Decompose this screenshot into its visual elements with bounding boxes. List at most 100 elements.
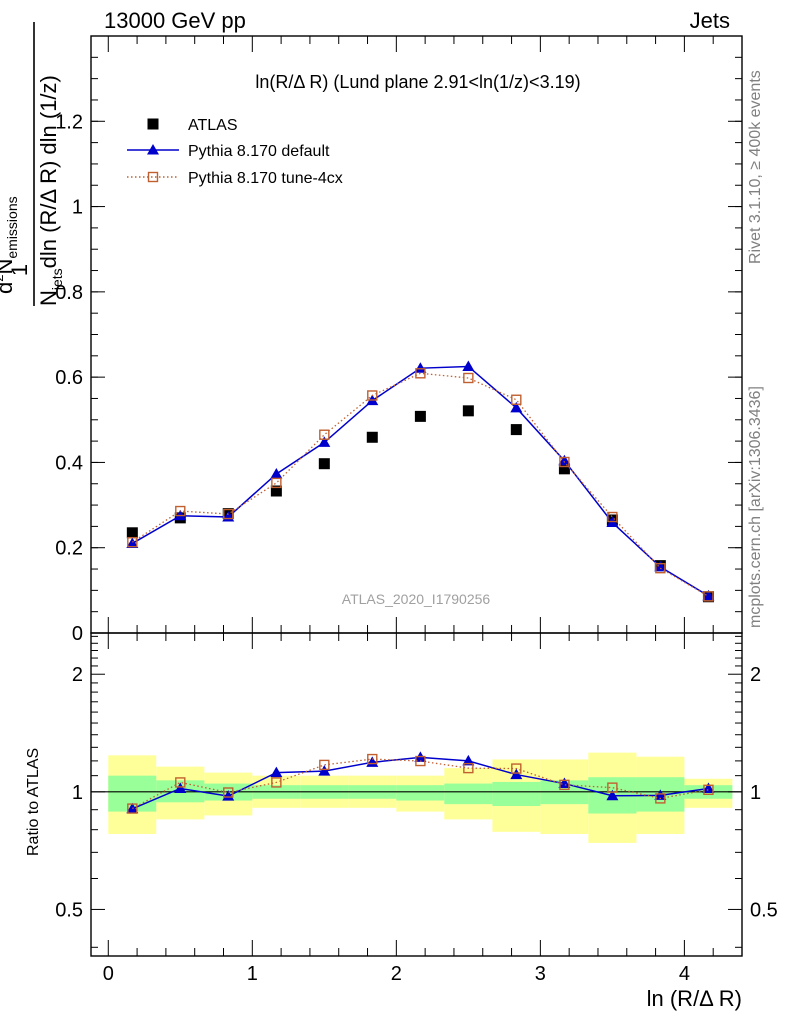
ratio-point (558, 777, 571, 789)
legend-label: ATLAS (188, 117, 238, 134)
data-point (270, 467, 283, 479)
ratio-ytick-label-right: 1 (750, 782, 761, 804)
header-right: Jets (689, 8, 730, 33)
ratio-point (415, 755, 426, 767)
main-ytick-label: 0.4 (55, 452, 83, 474)
band-inner (396, 785, 445, 801)
ratio-point (222, 790, 235, 801)
main-ytick-label: 0 (72, 623, 83, 645)
ylabel-den-rest: dln (R/Δ R) dln (1/z) (36, 75, 61, 268)
x-axis-label: ln (R/Δ R) (647, 986, 742, 1011)
data-point (270, 485, 282, 497)
xtick-label: 0 (103, 963, 114, 985)
data-point (510, 424, 522, 436)
mcplots-label: mcplots.cern.ch [arXiv:1306.3436] (747, 386, 764, 628)
data-point (559, 456, 570, 468)
ratio-point (127, 803, 138, 814)
main-ytick-label: 0.8 (55, 282, 83, 304)
ratio-ytick-label: 2 (72, 664, 83, 686)
ratio-point (606, 789, 619, 801)
ylabel-frac-num: 1 (7, 264, 32, 276)
ylabel-num-n: N (0, 259, 17, 275)
header-left: 13000 GeV pp (104, 8, 246, 33)
ratio-point (463, 762, 474, 774)
ratio-point (510, 768, 523, 780)
data-point (126, 537, 139, 548)
ratio-series-1 (127, 753, 714, 814)
ratio-point (703, 784, 714, 796)
series-2 (127, 368, 714, 602)
series-line (131, 365, 709, 597)
series-0 (126, 405, 714, 603)
data-point (558, 454, 571, 466)
main-y-axis-label: 1 Njetsdln (R/Δ R) dln (1/z) d2Nemission… (0, 22, 65, 306)
data-point (223, 508, 234, 520)
series-line (131, 372, 709, 597)
ratio-y-axis-label: Ratio to ATLAS (25, 748, 42, 856)
ratio-point (174, 782, 187, 793)
ylabel-num-sub: emissions (4, 196, 20, 258)
data-point (367, 390, 378, 401)
main-ytick-label: 1.2 (55, 111, 83, 133)
ratio-point (702, 782, 715, 793)
legend: ATLAS Pythia 8.170 default Pythia 8.170 tu… (127, 117, 343, 187)
data-point (175, 505, 186, 517)
xtick-label: 4 (679, 963, 690, 985)
ylabel-num-sup: 2 (0, 275, 6, 282)
ratio-point (655, 793, 666, 804)
ratio-point (607, 782, 618, 793)
data-point (366, 431, 378, 443)
legend-marker (147, 118, 159, 130)
main-ytick-label: 0.6 (55, 367, 83, 389)
chart-title: ln(R/Δ R) (Lund plane 2.91<ln(1/z)<3.19) (255, 72, 580, 92)
legend-marker (147, 144, 159, 155)
ratio-point (319, 759, 330, 771)
data-point (318, 458, 330, 470)
ratio-ytick-label: 1 (72, 782, 83, 804)
ratio-plot-frame (90, 632, 743, 957)
legend-label: Pythia 8.170 tune-4cx (188, 170, 343, 187)
ratio-point (511, 763, 522, 774)
legend-label: Pythia 8.170 default (188, 143, 330, 160)
data-point (655, 562, 666, 574)
ylabel-numerator: d2Nemissions (0, 196, 20, 294)
data-point (703, 591, 714, 602)
data-point (462, 405, 474, 417)
ratio-point (654, 789, 667, 800)
ratio-point (271, 777, 282, 788)
rivet-label: Rivet 3.1.10, ≥ 400k events (747, 70, 764, 264)
data-point (414, 362, 427, 373)
ratio-ytick-label-right: 0.5 (750, 899, 778, 921)
ratio-series-line (132, 758, 709, 810)
data-point (654, 560, 667, 572)
ratio-point (462, 754, 475, 766)
data-point (462, 360, 475, 371)
ratio-point (367, 753, 378, 765)
ratio-point (270, 766, 283, 778)
main-ytick-label: 1 (72, 197, 83, 219)
data-point (271, 477, 282, 489)
ratio-ytick-label-right: 2 (750, 664, 761, 686)
band-inner (492, 781, 541, 806)
main-ytick-label: 0.2 (55, 538, 83, 560)
data-point (463, 372, 474, 384)
ylabel-num-d: d (0, 282, 17, 294)
data-point (319, 429, 330, 440)
ratio-point (318, 765, 331, 776)
data-point (607, 511, 618, 523)
data-point (511, 394, 522, 405)
ylabel-denominator: Njetsdln (R/Δ R) dln (1/z) (36, 75, 65, 306)
xtick-label: 1 (247, 963, 258, 985)
ylabel-den-sub: jets (49, 268, 65, 291)
xtick-label: 2 (391, 963, 402, 985)
xtick-label: 3 (535, 963, 546, 985)
data-point (510, 401, 523, 413)
ratio-point (175, 777, 186, 788)
data-point (415, 368, 426, 379)
data-point (558, 463, 570, 475)
ratio-ytick-label: 0.5 (55, 899, 83, 921)
data-point (414, 410, 426, 422)
ratio-point (559, 779, 570, 791)
data-point (127, 536, 138, 548)
